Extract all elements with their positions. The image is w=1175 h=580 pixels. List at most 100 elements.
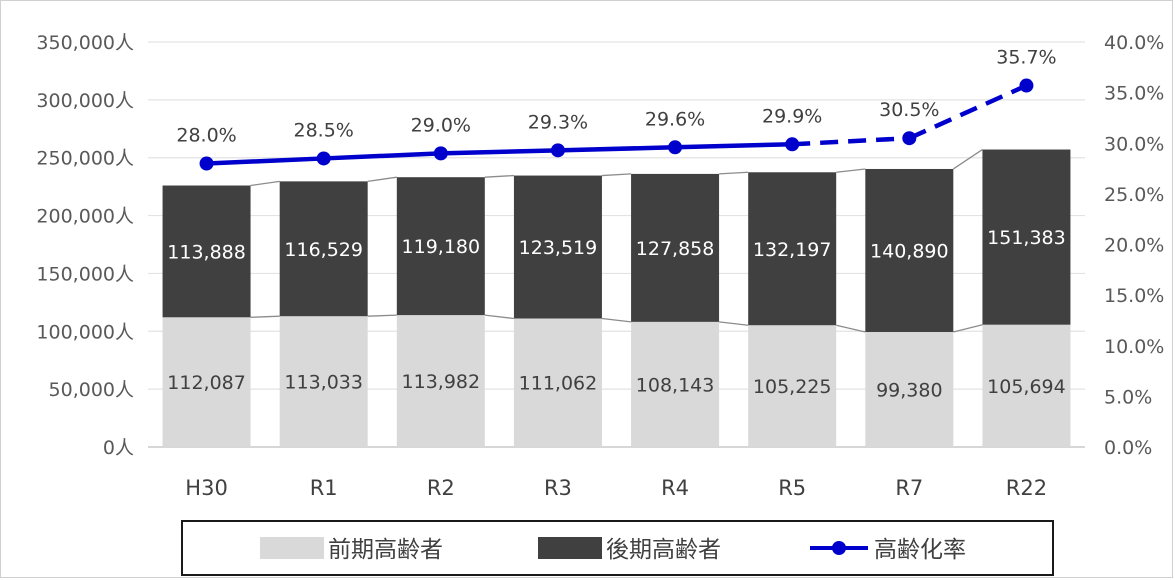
bar-value-label-early: 108,143 <box>636 374 715 396</box>
bar-value-label-late: 127,858 <box>636 238 715 260</box>
legend-label-late: 後期高齢者 <box>606 537 721 563</box>
rate-line-segment-projected <box>908 83 1028 141</box>
legend-swatch-early <box>260 537 324 559</box>
series-line-early <box>953 324 983 333</box>
series-line-early <box>718 321 749 326</box>
right-axis-tick-label: 20.0% <box>1104 235 1164 257</box>
rate-marker <box>316 151 331 166</box>
series-line-late <box>719 171 749 175</box>
bar-value-label-early: 111,062 <box>519 373 598 395</box>
bar-value-label-early: 113,982 <box>402 371 481 393</box>
rate-value-label: 29.0% <box>411 114 471 136</box>
right-axis-ticks: 0.0% 5.0% 10.0% 15.0% 20.0% 25.0% 30.0% 35.0% 40… <box>1104 32 1164 459</box>
bar-value-labels: 112,087 113,888 113,033 116,529 113,982 119,1… <box>167 227 1065 401</box>
rate-value-label: 30.5% <box>879 99 939 121</box>
rate-line-segment <box>675 142 793 150</box>
rate-value-label: 35.7% <box>996 47 1056 69</box>
legend-label-early: 前期高齢者 <box>328 537 443 563</box>
category-label: R2 <box>427 476 455 500</box>
rate-marker <box>902 131 917 146</box>
bar-late <box>162 185 251 318</box>
rate-marker <box>1019 78 1034 93</box>
series-line-early <box>601 317 632 323</box>
bar-late <box>631 173 720 322</box>
rate-marker <box>668 140 683 155</box>
rate-value-label: 29.9% <box>762 105 822 127</box>
category-label: R3 <box>544 476 572 500</box>
bar-value-label-early: 105,225 <box>753 376 832 398</box>
bar-early <box>162 317 251 447</box>
series-line-early <box>367 314 397 317</box>
bar-early <box>513 318 602 447</box>
bar-early <box>982 324 1071 447</box>
right-axis-tick-label: 0.0% <box>1104 437 1152 459</box>
rate-marker <box>199 156 214 171</box>
left-axis-tick-label: 300,000人 <box>36 90 134 112</box>
rate-marker <box>433 146 448 161</box>
rate-line <box>199 78 1034 171</box>
series-connectors <box>250 148 983 333</box>
bar-late <box>748 172 837 326</box>
bar-late <box>513 175 602 319</box>
category-label: R22 <box>1006 476 1047 500</box>
left-axis-tick-label: 150,000人 <box>36 263 134 285</box>
rate-value-label: 28.5% <box>294 119 354 141</box>
bar-value-label-early: 99,380 <box>876 380 942 402</box>
bar-value-label-late: 119,180 <box>402 236 481 258</box>
bar-value-label-late: 151,383 <box>987 227 1066 249</box>
series-line-late <box>250 180 280 187</box>
legend-marker-rate <box>832 541 846 555</box>
bar-late <box>982 149 1071 325</box>
rate-line-segment <box>557 145 676 153</box>
right-axis-tick-label: 10.0% <box>1104 336 1164 358</box>
legend: 前期高齢者 後期高齢者 高齢化率 <box>181 520 1054 576</box>
series-line-early <box>484 314 515 320</box>
rate-value-label: 28.0% <box>176 125 236 147</box>
legend-label-rate: 高齢化率 <box>874 537 966 563</box>
right-axis-tick-label: 25.0% <box>1104 184 1164 206</box>
legend-box <box>181 520 1054 576</box>
series-line-early <box>250 315 280 318</box>
bar-value-label-late: 132,197 <box>753 239 832 261</box>
left-axis-ticks: 0人 50,000人 100,000人 150,000人 200,000人 250,000… <box>36 32 134 459</box>
rate-marker <box>550 143 565 158</box>
rate-marker <box>785 137 800 152</box>
bar-value-label-late: 116,529 <box>284 239 363 261</box>
bar-late <box>865 168 954 333</box>
rate-line-segment <box>440 148 558 156</box>
bar-early <box>279 316 368 447</box>
right-axis-tick-label: 35.0% <box>1104 83 1164 105</box>
series-line-late <box>601 173 632 177</box>
right-axis-tick-label: 30.0% <box>1104 133 1164 155</box>
legend-swatch-late <box>538 537 602 559</box>
series-line-early <box>836 324 866 333</box>
left-axis-tick-label: 200,000人 <box>36 206 134 228</box>
category-label: R7 <box>895 476 923 500</box>
rate-line-segment <box>206 156 324 166</box>
category-label: R4 <box>661 476 689 500</box>
bar-value-label-late: 140,890 <box>870 240 949 262</box>
left-axis-tick-label: 50,000人 <box>49 379 134 401</box>
category-label: H30 <box>185 476 228 500</box>
series-line-late <box>836 168 866 173</box>
bar-early <box>396 315 485 447</box>
bar-early <box>631 321 720 447</box>
left-axis-tick-label: 0人 <box>103 437 134 459</box>
bar-late <box>396 177 485 316</box>
rate-value-label: 29.3% <box>528 111 588 133</box>
rate-value-label: 29.6% <box>645 108 705 130</box>
bar-late <box>279 181 368 317</box>
bar-value-label-late: 113,888 <box>167 241 246 263</box>
series-line-late <box>952 148 983 170</box>
category-labels: H30 R1 R2 R3 R4 R5 R7 R22 <box>185 476 1047 500</box>
rate-line-segment <box>323 151 441 161</box>
left-axis-tick-label: 350,000人 <box>36 32 134 54</box>
rate-line-segment-projected <box>792 135 910 147</box>
bar-value-label-early: 112,087 <box>167 372 246 394</box>
left-axis-tick-label: 250,000人 <box>36 148 134 170</box>
bar-early <box>865 332 954 447</box>
series-line-late <box>484 174 514 178</box>
rate-value-labels: 28.0% 28.5% 29.0% 29.3% 29.6% 29.9% 30.5% 35.7% <box>176 47 1056 147</box>
bar-value-label-early: 105,694 <box>987 376 1066 398</box>
